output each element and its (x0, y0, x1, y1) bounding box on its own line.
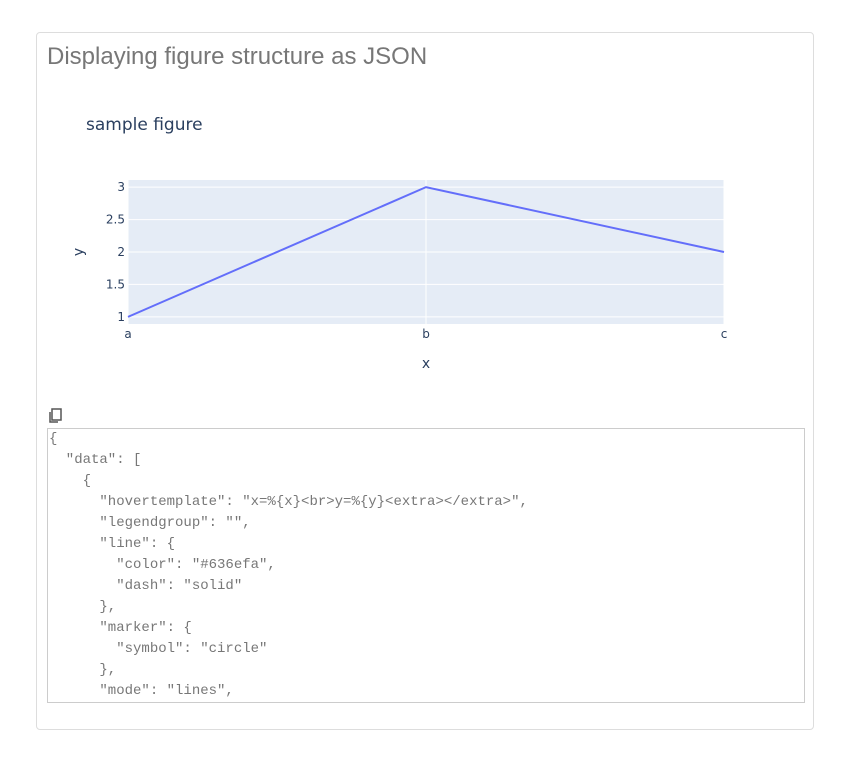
json-line: "hovertemplate": "x=%{x}<br>y=%{y}<extra… (49, 494, 528, 510)
json-line: "symbol": "circle" (49, 641, 268, 657)
x-axis-label: x (422, 356, 430, 372)
card-title: Displaying figure structure as JSON (47, 43, 428, 70)
json-viewer[interactable]: { "data": [ { "hovertemplate": "x=%{x}<b… (47, 428, 805, 703)
chart-title: sample figure (86, 115, 203, 135)
json-line: "dash": "solid" (49, 578, 243, 594)
json-line: "marker": { (49, 620, 192, 636)
y-tick-label: 2.5 (106, 213, 125, 227)
json-line: "data": [ (49, 452, 142, 468)
y-tick-label: 1 (117, 310, 125, 324)
x-tick-label: a (124, 327, 131, 341)
json-line: { (49, 431, 58, 447)
series-line (127, 186, 725, 318)
copy-icon (49, 408, 62, 423)
x-tick-label: c (721, 327, 728, 341)
y-tick-label: 2 (117, 245, 125, 259)
x-tick-label: b (422, 327, 430, 341)
json-line: "line": { (49, 536, 176, 552)
json-line: "color": "#636efa", (49, 557, 276, 573)
y-tick-label: 3 (117, 180, 125, 194)
y-axis-label: y (71, 248, 87, 256)
line-chart: sample figure 1 1.5 2 2.5 3 a b c x y (71, 115, 728, 372)
json-line: "mode": "lines", (49, 683, 234, 699)
json-line: "legendgroup": "", (49, 515, 251, 531)
json-line: }, (49, 599, 117, 615)
figure-card: Displaying figure structure as JSON samp… (36, 32, 814, 730)
y-tick-label: 1.5 (106, 277, 125, 291)
json-line: }, (49, 662, 117, 678)
copy-button[interactable] (47, 408, 63, 424)
json-line: { (49, 473, 92, 489)
